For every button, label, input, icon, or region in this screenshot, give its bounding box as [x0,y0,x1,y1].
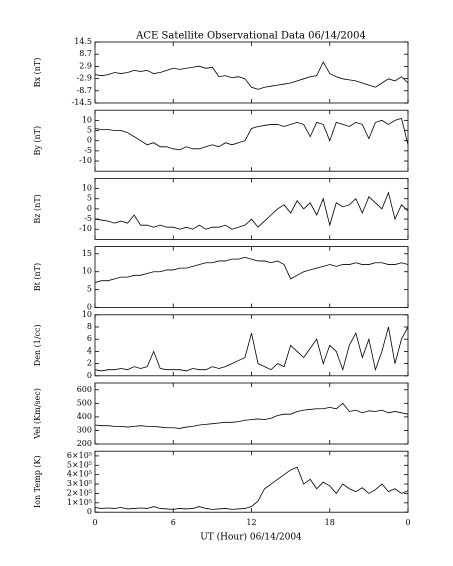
y-tick-label: 1×10⁵ [67,498,92,507]
y-tick-label: 15 [82,249,92,258]
y-tick-label: 300 [77,425,92,434]
data-line [94,117,409,151]
x-tick-label: 0 [405,518,410,527]
y-tick-label: 0 [87,371,92,380]
y-axis-label: Den (1/cc) [33,324,42,366]
y-tick-label: 5 [87,285,92,294]
y-tick-label: -14.5 [71,98,92,107]
data-line [94,191,409,230]
y-tick-label: -10 [79,156,92,165]
y-tick-label: 14.5 [74,37,92,46]
y-axis-label: Vel (Km/sec) [33,388,42,440]
y-tick-label: 0 [87,136,92,145]
data-line [94,326,409,372]
y-tick-label: 400 [77,412,92,421]
y-tick-label: 2.9 [79,61,92,70]
y-tick-label: 8 [87,322,92,331]
y-axis-label: Bx (nT) [33,58,42,88]
y-tick-label: -2.9 [77,74,92,83]
y-tick-label: 10 [82,310,92,319]
y-tick-label: 0 [87,204,92,213]
y-tick-label: 8.7 [79,49,92,58]
x-tick-label: 0 [92,518,97,527]
y-tick-label: 600 [77,385,92,394]
y-tick-label: 6×10⁵ [67,451,92,460]
y-tick-label: 2 [87,359,92,368]
y-tick-label: -10 [79,224,92,233]
y-tick-label: -5 [84,214,92,223]
y-tick-label: 10 [82,115,92,124]
x-tick-label: 12 [246,518,256,527]
x-tick-label: 18 [325,518,335,527]
y-tick-label: 5 [87,126,92,135]
y-axis-label: Bz (nT) [33,194,42,223]
data-line [94,402,409,429]
y-axis-label: By (nT) [33,126,42,156]
y-tick-label: 0 [87,507,92,516]
chart-title: ACE Satellite Observational Data 06/14/2… [135,31,366,42]
y-tick-label: 6 [87,334,92,343]
y-tick-label: 0 [87,303,92,312]
y-axis-label: Ion Temp (K) [33,455,42,508]
y-tick-label: -8.7 [77,86,92,95]
y-tick-label: 3×10⁵ [67,479,92,488]
data-line [94,466,409,510]
y-tick-label: -5 [84,146,92,155]
y-tick-label: 500 [77,398,92,407]
data-line [94,61,409,90]
y-tick-label: 5 [87,194,92,203]
y-tick-label: 10 [82,184,92,193]
y-axis-label: Bt (nT) [33,263,42,291]
y-tick-label: 200 [77,439,92,448]
y-tick-label: 10 [82,267,92,276]
data-line [94,256,409,283]
y-tick-label: 4×10⁵ [67,470,92,479]
x-tick-label: 6 [171,518,176,527]
y-tick-label: 2×10⁵ [67,488,92,497]
y-tick-label: 4 [87,346,92,355]
y-tick-label: 5×10⁵ [67,460,92,469]
x-axis-label: UT (Hour) 06/14/2004 [200,532,302,543]
